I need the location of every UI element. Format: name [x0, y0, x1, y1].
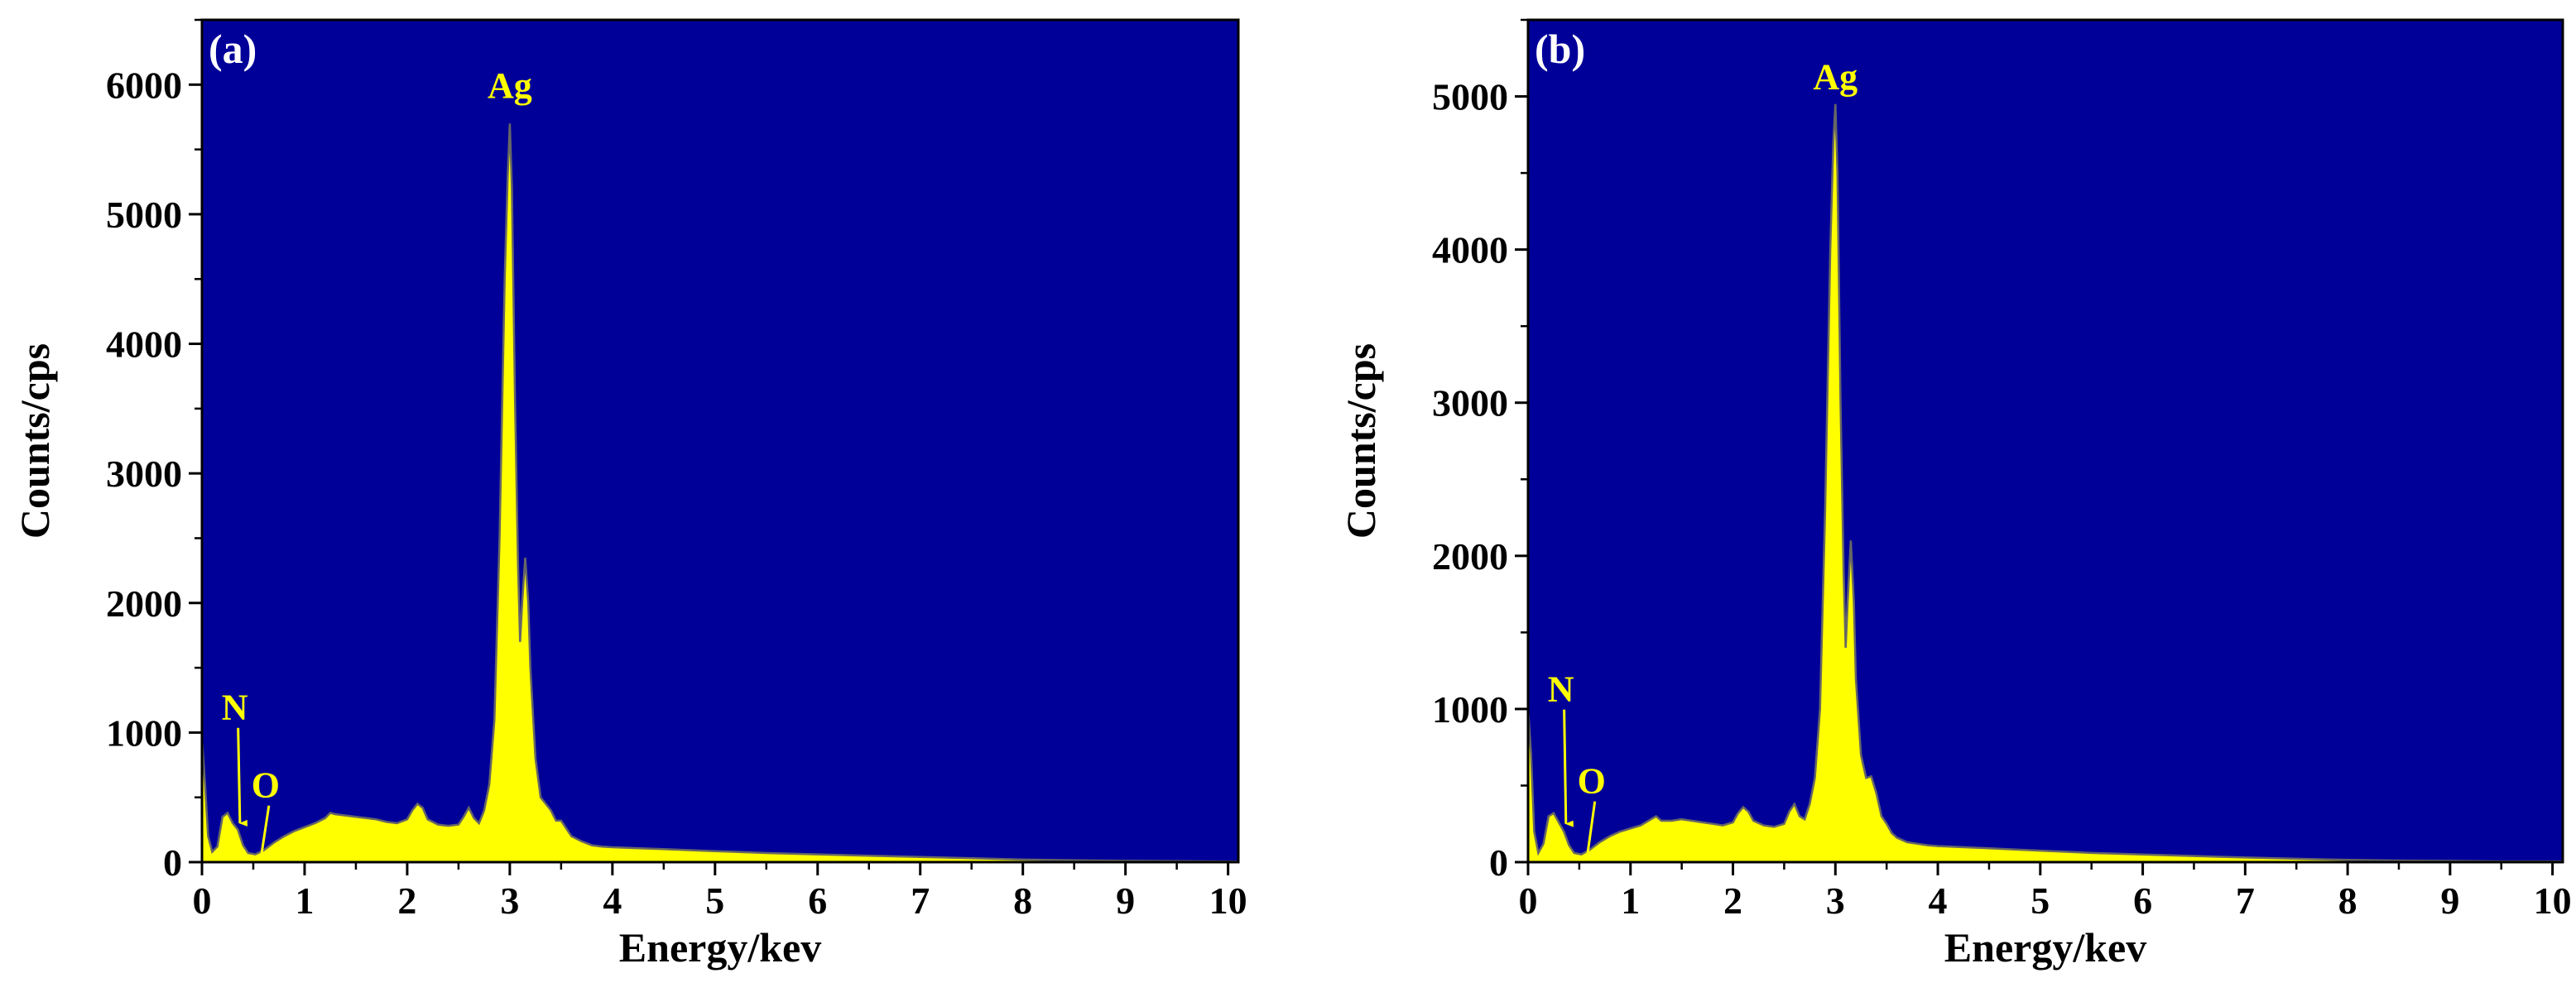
x-axis-label: Energy/kev [619, 924, 821, 971]
plot-frame [1526, 18, 2564, 864]
y-tick-label: 1000 [1432, 688, 1508, 731]
peak-label-ag: Ag [1813, 56, 1858, 97]
panel-label: (b) [1535, 26, 1585, 72]
peak-label-o: O [1578, 761, 1606, 802]
peak-arrow-n [1563, 709, 1574, 827]
x-tick-label: 3 [500, 880, 519, 922]
spectrum-line [200, 123, 1238, 863]
chart-panel-b: 0 1 2 3 4 5 6 7 8 9 10 0 1000 2000 3000 4000 5000 Energy/… [1338, 18, 2572, 971]
y-tick-label: 5000 [1432, 76, 1508, 118]
plot-frame [200, 18, 1240, 864]
x-tick-label: 7 [911, 880, 930, 922]
x-tick-label: 4 [603, 880, 622, 922]
x-tick-label: 3 [1826, 880, 1845, 922]
x-tick-label: 7 [2236, 880, 2255, 922]
x-tick-label: 2 [397, 880, 416, 922]
x-tick-label: 2 [1723, 880, 1742, 922]
y-axis-label: Counts/cps [1338, 343, 1384, 539]
peak-arrow-n [237, 727, 248, 827]
x-tick-label: 1 [1621, 880, 1640, 922]
x-tick-label: 9 [2440, 880, 2459, 922]
spectrum-line [1526, 103, 2563, 863]
x-tick-label: 6 [2133, 880, 2152, 922]
y-tick-label: 6000 [106, 64, 182, 106]
peak-arrow-o [260, 805, 271, 859]
peak-arrow-o [1586, 801, 1597, 859]
y-tick-label: 1000 [106, 712, 182, 754]
y-tick-label: 5000 [106, 194, 182, 236]
chart-panel-a: 0 1 2 3 4 5 6 7 8 9 10 0 1000 2000 3000 4000 5000 6000 Ene… [12, 18, 1247, 971]
y-tick-label: 0 [1489, 841, 1508, 884]
x-tick-label: 5 [2031, 880, 2050, 922]
y-tick-label: 3000 [106, 453, 182, 495]
x-tick-label: 6 [808, 880, 827, 922]
y-tick-label: 0 [163, 841, 182, 884]
y-tick-label: 2000 [1432, 535, 1508, 578]
x-axis-label: Energy/kev [1944, 924, 2146, 971]
x-tick-label: 8 [1013, 880, 1032, 922]
x-tick-label: 0 [193, 880, 212, 922]
panel-label: (a) [209, 26, 257, 72]
x-tick-label: 0 [1519, 880, 1538, 922]
x-tick-label: 4 [1929, 880, 1948, 922]
peak-label-o: O [252, 765, 280, 806]
x-tick-label: 5 [705, 880, 724, 922]
x-tick-label: 10 [2534, 880, 2572, 922]
x-tick-label: 10 [1209, 880, 1247, 922]
y-tick-label: 2000 [106, 582, 182, 625]
y-tick-label: 4000 [106, 324, 182, 366]
peak-label-n: N [1548, 669, 1574, 710]
y-axis-label: Counts/cps [12, 343, 58, 539]
peak-label-n: N [222, 688, 248, 728]
x-tick-label: 8 [2338, 880, 2357, 922]
y-tick-label: 4000 [1432, 229, 1508, 271]
x-tick-label: 1 [295, 880, 314, 922]
plot-area [202, 20, 1238, 862]
peak-label-ag: Ag [488, 65, 532, 106]
plot-area [1528, 20, 2563, 862]
y-tick-label: 3000 [1432, 382, 1508, 424]
x-tick-label: 9 [1116, 880, 1135, 922]
